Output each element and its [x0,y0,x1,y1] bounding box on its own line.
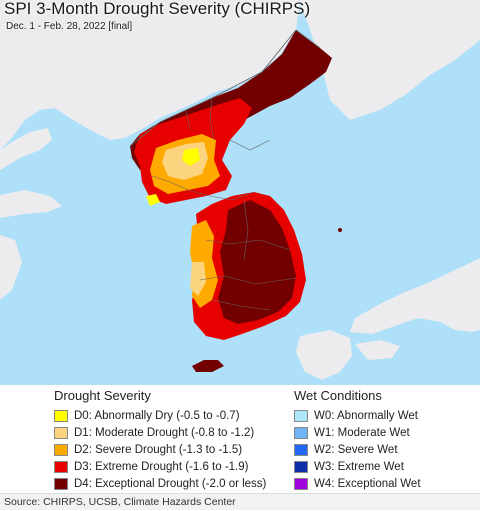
japan-honshu [350,258,480,334]
swatch-w1 [294,426,308,439]
map-subtitle: Dec. 1 - Feb. 28, 2022 [final] [6,21,133,32]
ulleung-island [338,228,342,232]
china-landmass [0,0,300,150]
japan-kyushu [296,330,352,380]
drought-legend-list: D0: Abnormally Dry (-0.5 to -0.7) D1: Mo… [54,407,266,492]
japan-shikoku [355,340,400,360]
drought-legend-heading: Drought Severity [54,388,151,403]
swatch-w2 [294,443,308,456]
south-korea-d1 [190,262,206,296]
swatch-d3 [54,460,68,473]
legend-label-w3: W3: Extreme Wet [314,460,404,473]
legend-item-d4: D4: Exceptional Drought (-2.0 or less) [54,475,266,492]
legend-label-d0: D0: Abnormally Dry (-0.5 to -0.7) [74,409,240,422]
west-coast-d0 [146,194,160,206]
swatch-w3 [294,460,308,473]
swatch-d1 [54,426,68,439]
legend-label-w0: W0: Abnormally Wet [314,409,418,422]
map-title: SPI 3-Month Drought Severity (CHIRPS) [4,0,311,18]
source-credit: Source: CHIRPS, UCSB, Climate Hazards Ce… [0,493,480,510]
legend-label-d4: D4: Exceptional Drought (-2.0 or less) [74,477,267,490]
legend-label-d3: D3: Extreme Drought (-1.6 to -1.9) [74,460,249,473]
jeju-island [192,360,224,372]
drought-legend: Drought Severity D0: Abnormally Dry (-0.… [0,385,288,493]
legend-item-w3: W3: Extreme Wet [294,458,421,475]
swatch-w0 [294,409,308,422]
shandong-landmass [0,190,62,218]
drought-map [0,0,480,385]
international-borders [129,29,321,147]
wet-legend: Wet Conditions W0: Abnormally Wet W1: Mo… [288,385,480,493]
china-peninsula [0,128,52,170]
admin-borders [151,97,297,311]
legend-item-w4: W4: Exceptional Wet [294,475,421,492]
legend-label-d1: D1: Moderate Drought (-0.8 to -1.2) [74,426,255,439]
legend-item-w1: W1: Moderate Wet [294,424,421,441]
legend-item-d0: D0: Abnormally Dry (-0.5 to -0.7) [54,407,266,424]
legend-item-w0: W0: Abnormally Wet [294,407,421,424]
swatch-d0 [54,409,68,422]
legend-label-w2: W2: Severe Wet [314,443,398,456]
legend-label-w4: W4: Exceptional Wet [314,477,421,490]
swatch-w4 [294,477,308,490]
swatch-d2 [54,443,68,456]
russia-landmass [300,0,480,120]
legend-item-w2: W2: Severe Wet [294,441,421,458]
legend-label-d2: D2: Severe Drought (-1.3 to -1.5) [74,443,243,456]
legend-item-d1: D1: Moderate Drought (-0.8 to -1.2) [54,424,266,441]
wet-legend-heading: Wet Conditions [294,388,382,403]
china-east-coast [0,235,22,300]
wet-legend-list: W0: Abnormally Wet W1: Moderate Wet W2: … [294,407,421,492]
south-korea-d4 [218,200,296,324]
swatch-d4 [54,477,68,490]
legend-label-w1: W1: Moderate Wet [314,426,410,439]
north-korea-d0 [182,148,200,166]
legend-item-d3: D3: Extreme Drought (-1.6 to -1.9) [54,458,266,475]
legend-item-d2: D2: Severe Drought (-1.3 to -1.5) [54,441,266,458]
